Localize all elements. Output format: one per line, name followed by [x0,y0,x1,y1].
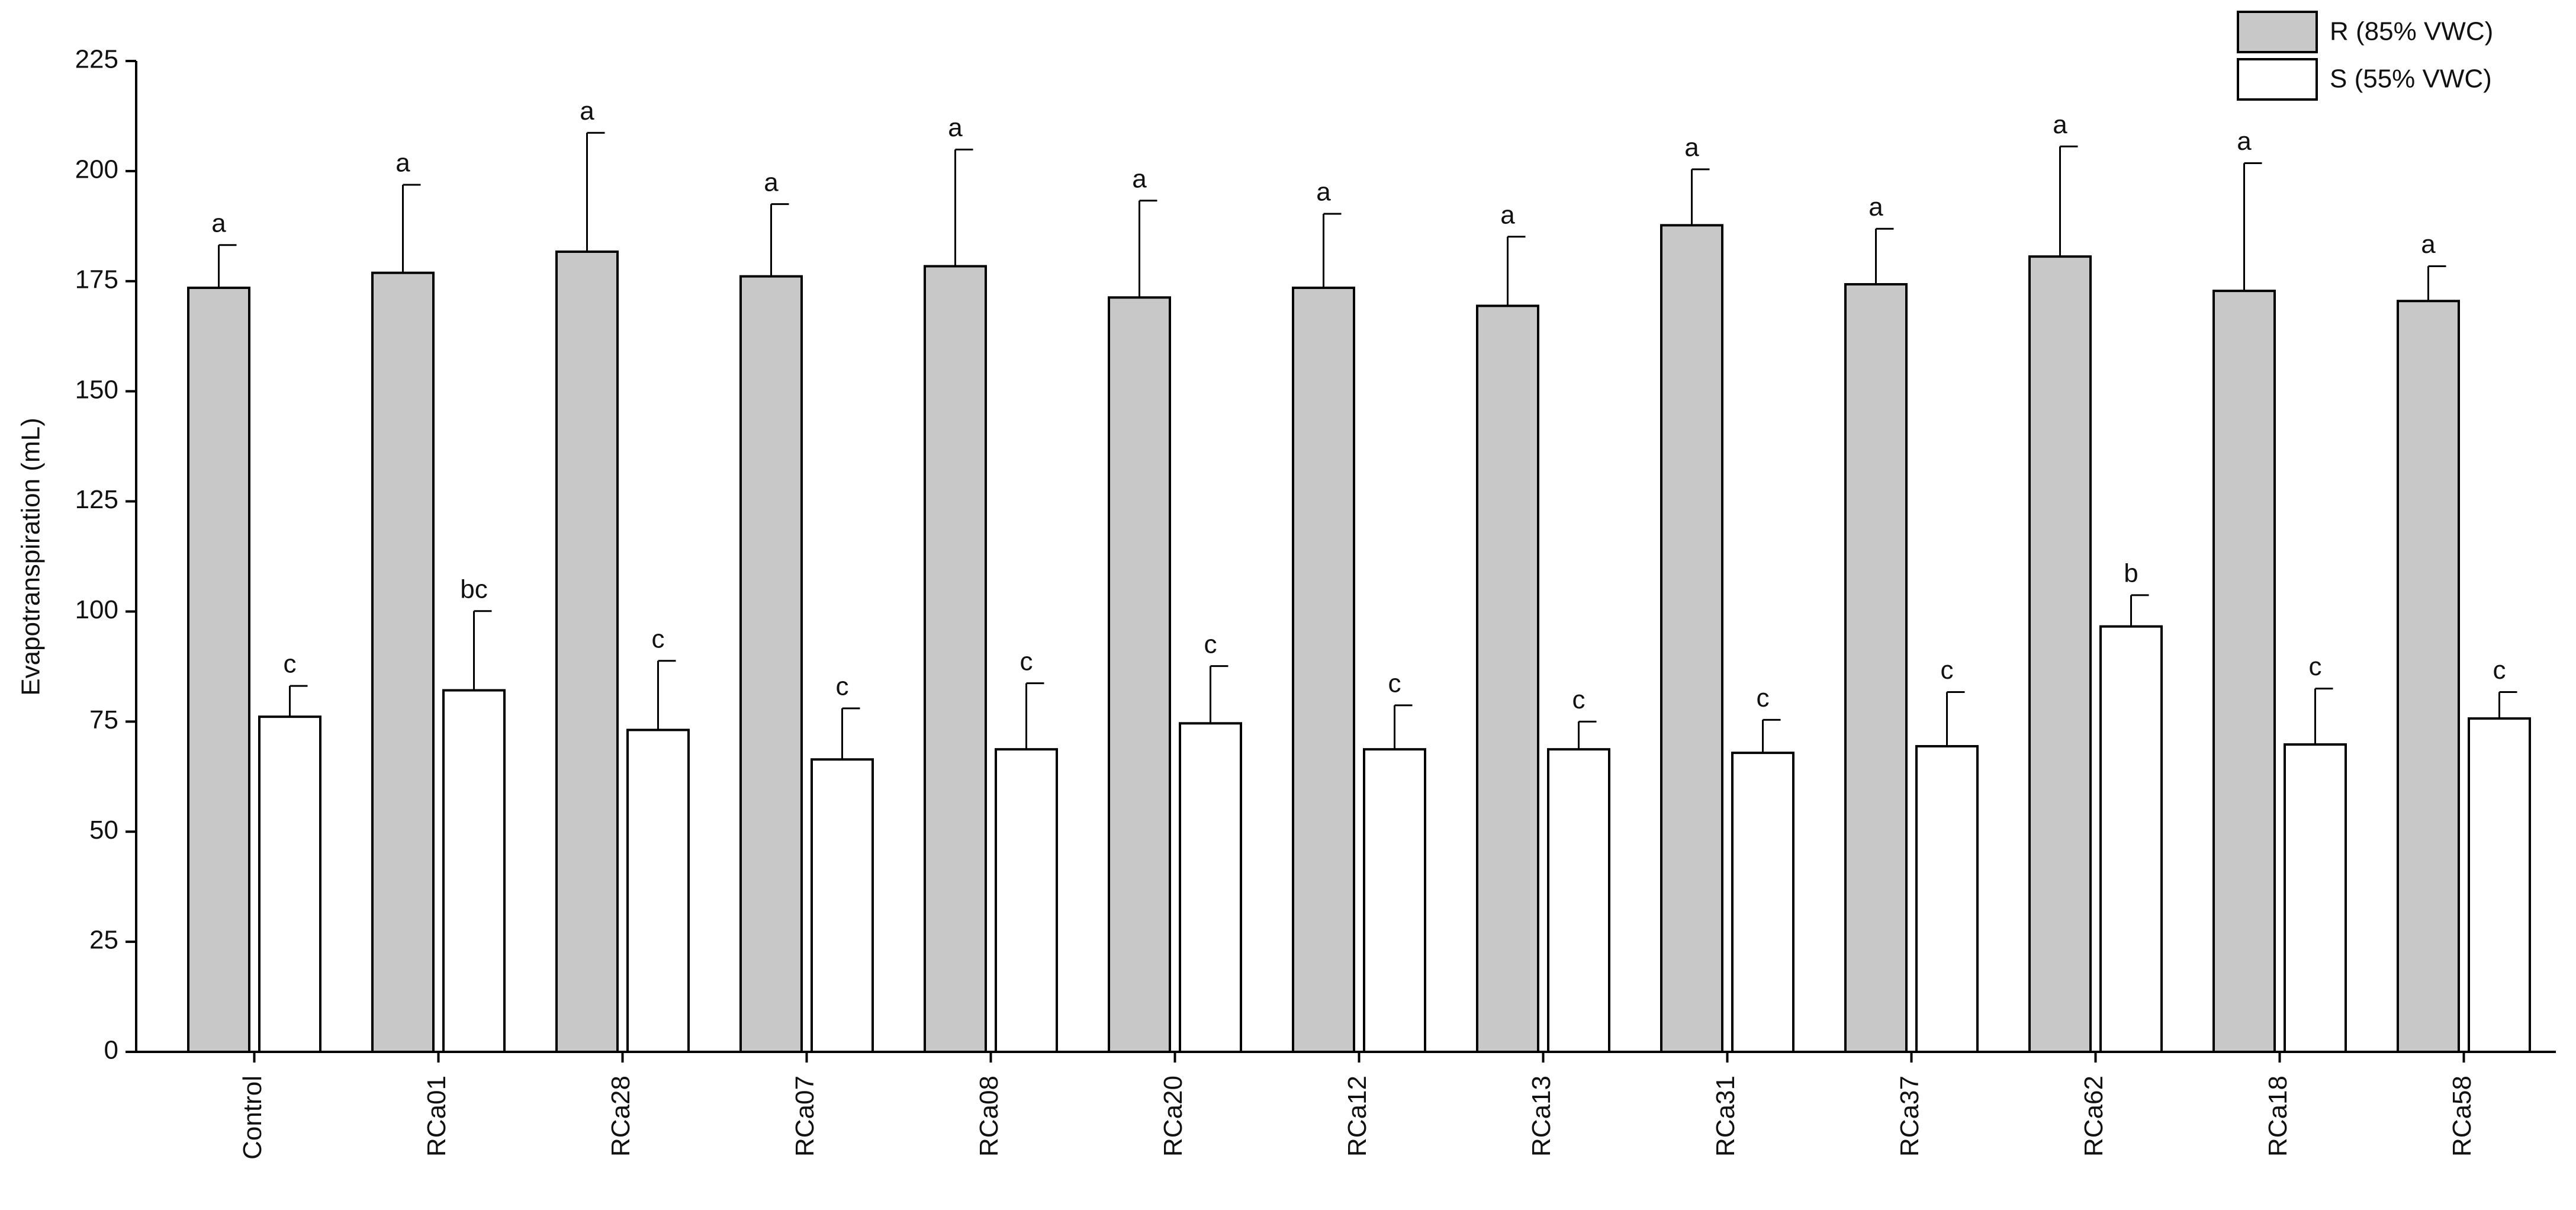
y-tick-label: 25 [89,926,118,955]
legend-label: R (85% VWC) [2330,17,2493,46]
bar [1108,296,1171,1054]
bar [442,689,506,1053]
significance-letter: c [2309,652,2322,681]
significance-letter: a [2053,110,2067,139]
legend-label: S (55% VWC) [2330,65,2492,94]
y-tick-label: 225 [75,45,118,74]
significance-letter: b [2124,559,2138,588]
bar [2468,717,2531,1053]
significance-letter: c [836,672,849,701]
y-tick-label: 75 [89,705,118,734]
significance-letter: c [2493,656,2506,685]
bar [995,748,1058,1054]
significance-letter: a [948,113,963,142]
bar [2397,300,2460,1053]
significance-letter: c [284,650,297,679]
x-tick-label: RCa13 [1527,1076,1556,1157]
y-tick-label: 100 [75,595,118,624]
bar [924,265,987,1053]
x-tick-label: RCa07 [790,1076,819,1157]
bar [1731,752,1794,1053]
x-tick-label: Control [238,1076,267,1160]
significance-letter: a [211,208,226,237]
significance-letter: c [1757,683,1770,712]
significance-letter: a [1132,164,1147,193]
significance-letter: c [1020,647,1033,676]
bar [1660,224,1723,1054]
x-tick-label: RCa37 [1895,1076,1924,1157]
bar [811,758,874,1053]
legend-swatch [2237,58,2318,101]
x-tick-label: RCa08 [975,1076,1004,1157]
x-tick-label: RCa18 [2263,1076,2292,1157]
significance-letter: a [580,97,594,126]
significance-letter: a [2421,230,2436,259]
x-tick-label: RCa20 [1159,1076,1188,1157]
significance-letter: a [1500,200,1515,229]
bar [258,715,321,1053]
significance-letter: a [1869,192,1883,222]
significance-letter: a [2237,127,2252,156]
significance-letter: a [764,168,779,197]
x-tick-label: RCa28 [606,1076,635,1157]
bar [1844,283,1908,1053]
bar [555,250,619,1053]
significance-letter: c [1204,630,1217,659]
bar [1915,744,1979,1053]
significance-letter: c [1388,669,1401,698]
significance-letter: c [652,624,665,653]
bar [2284,743,2347,1053]
significance-letter: a [1316,178,1331,207]
x-tick-label: RCa58 [2448,1076,2477,1157]
bar [739,275,803,1054]
x-tick-label: RCa31 [1711,1076,1740,1157]
legend-swatch [2237,11,2318,53]
y-tick-label: 175 [75,265,118,294]
significance-letter: bc [460,574,487,604]
bar [187,286,250,1053]
bar [2212,290,2276,1053]
bar [1363,748,1426,1054]
bar [371,271,435,1053]
bar [1547,748,1610,1054]
significance-letter: c [1941,656,1954,685]
significance-letter: a [1684,133,1699,162]
y-tick-label: 50 [89,816,118,845]
bar [1179,722,1242,1053]
x-tick-label: RCa01 [422,1076,451,1157]
bar [1292,286,1355,1053]
bar [626,728,690,1054]
y-tick-label: 0 [104,1036,118,1065]
y-axis-label: Evapotranspiration (mL) [17,418,46,696]
y-tick-label: 200 [75,155,118,184]
significance-letter: c [1572,685,1586,714]
x-tick-label: RCa12 [1343,1076,1372,1157]
y-tick-label: 125 [75,485,118,514]
bar [1476,304,1539,1053]
y-tick-label: 150 [75,375,118,404]
significance-letter: a [395,149,410,178]
bar [2028,255,2092,1053]
bar [2099,625,2163,1053]
x-tick-label: RCa62 [2079,1076,2108,1157]
